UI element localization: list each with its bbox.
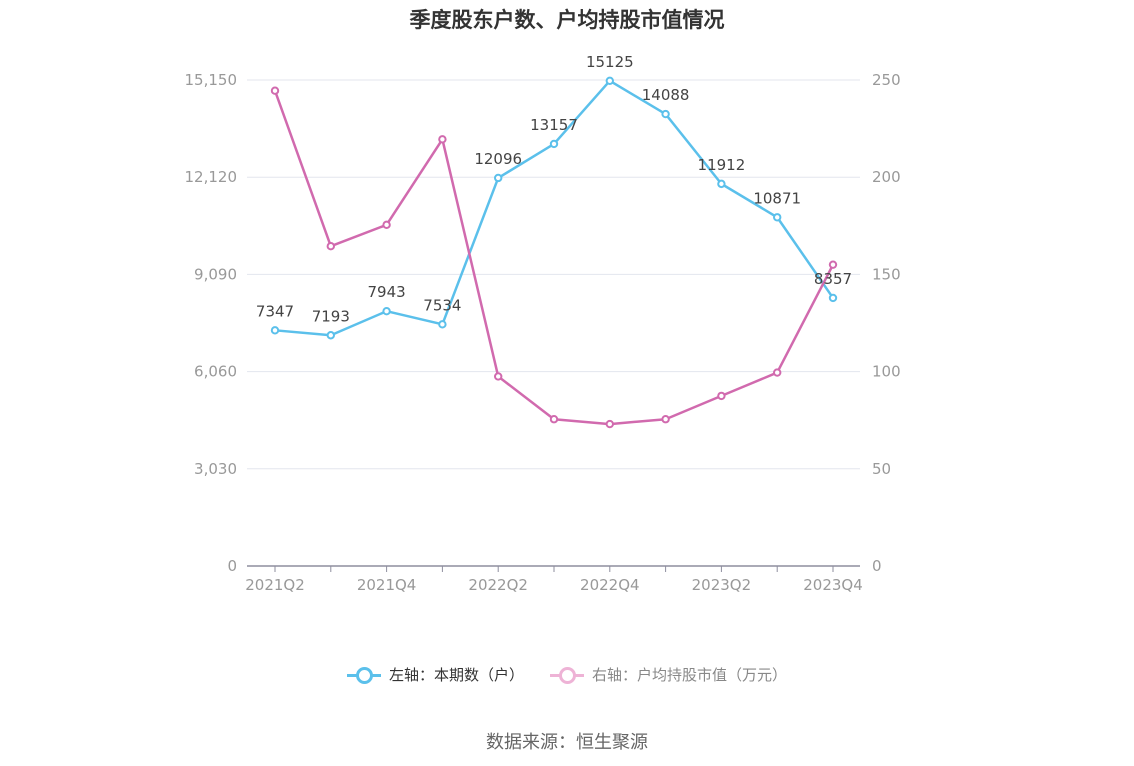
legend-label-households: 左轴：本期数（户）	[388, 666, 524, 684]
data-point-0	[717, 179, 726, 189]
data-point-1	[326, 242, 335, 251]
data-point-1	[605, 419, 614, 429]
series	[270, 76, 838, 429]
legend-line-circle-icon	[346, 666, 381, 684]
left-axis-tick-label: 6,060	[194, 363, 237, 381]
data-point-0	[382, 306, 391, 316]
data-point-0	[270, 326, 280, 335]
right-axis-tick-label: 0	[872, 557, 882, 575]
data-point-1	[438, 135, 447, 144]
data-point-0	[773, 213, 782, 222]
data-label: 7943	[368, 283, 406, 301]
data-label: 10871	[753, 189, 801, 207]
data-label: 13157	[530, 116, 578, 134]
data-point-1	[661, 415, 670, 424]
legend-label-avg-market-value: 右轴：户均持股市值（万元）	[592, 666, 788, 684]
data-point-0	[494, 173, 503, 183]
right-axis-tick-label: 250	[872, 71, 901, 89]
data-label: 7347	[256, 302, 294, 320]
data-point-1	[549, 415, 559, 424]
data-label: 7193	[312, 307, 350, 325]
data-label: 7534	[423, 296, 461, 314]
data-point-0	[661, 109, 670, 119]
x-axis-tick-label: 2022Q4	[580, 576, 640, 594]
right-axis-tick-label: 50	[872, 460, 891, 478]
x-axis-tick-label: 2022Q2	[468, 576, 528, 594]
right-axis-tick-label: 150	[872, 265, 901, 283]
x-axis-tick-label: 2021Q2	[245, 576, 305, 594]
left-axis-tick-label: 15,150	[185, 71, 238, 89]
data-point-1	[773, 368, 782, 377]
x-axis-tick-label: 2023Q2	[692, 576, 752, 594]
left-axis-tick-label: 0	[227, 557, 237, 575]
grid-lines	[247, 79, 860, 470]
left-axis-tick-label: 12,120	[185, 168, 238, 186]
data-point-1	[828, 260, 838, 269]
data-point-1	[494, 372, 503, 381]
legend-item-households[interactable]: 左轴：本期数（户）	[346, 664, 524, 685]
legend-item-avg-market-value[interactable]: 右轴：户均持股市值（万元）	[550, 664, 787, 685]
data-labels: 7347 7193 7943 7534 12096 13157 15125 14088 1191…	[256, 53, 852, 325]
data-label: 15125	[586, 53, 634, 71]
data-label: 8357	[814, 270, 852, 288]
data-point-1	[270, 86, 280, 95]
legend-line-circle-icon	[550, 666, 584, 684]
right-axis-tick-label: 200	[872, 168, 901, 186]
x-axis-tick-label: 2021Q4	[357, 576, 417, 594]
data-point-0	[326, 331, 335, 340]
chart-title: 季度股东户数、户均持股市值情况	[409, 8, 725, 32]
left-axis-tick-label: 9,090	[194, 265, 237, 283]
data-point-0	[438, 320, 447, 329]
data-label: 14088	[642, 86, 690, 104]
data-label: 11912	[698, 156, 746, 174]
data-point-0	[605, 76, 614, 86]
left-axis-tick-label: 3,030	[194, 460, 237, 478]
data-label: 12096	[474, 150, 522, 168]
data-point-1	[382, 220, 391, 230]
data-point-0	[828, 293, 838, 303]
source-note: 数据来源：恒生聚源	[486, 732, 648, 753]
data-point-1	[717, 391, 726, 401]
legend: 左轴：本期数（户） 右轴：户均持股市值（万元）	[0, 664, 1134, 685]
data-point-0	[549, 139, 559, 149]
axes: 0 0 3,030 50 6,060 100 9,090 150 12,120 200 15,150…	[185, 71, 901, 594]
right-axis-tick-label: 100	[872, 363, 901, 381]
x-axis-tick-label: 2023Q4	[803, 576, 863, 594]
